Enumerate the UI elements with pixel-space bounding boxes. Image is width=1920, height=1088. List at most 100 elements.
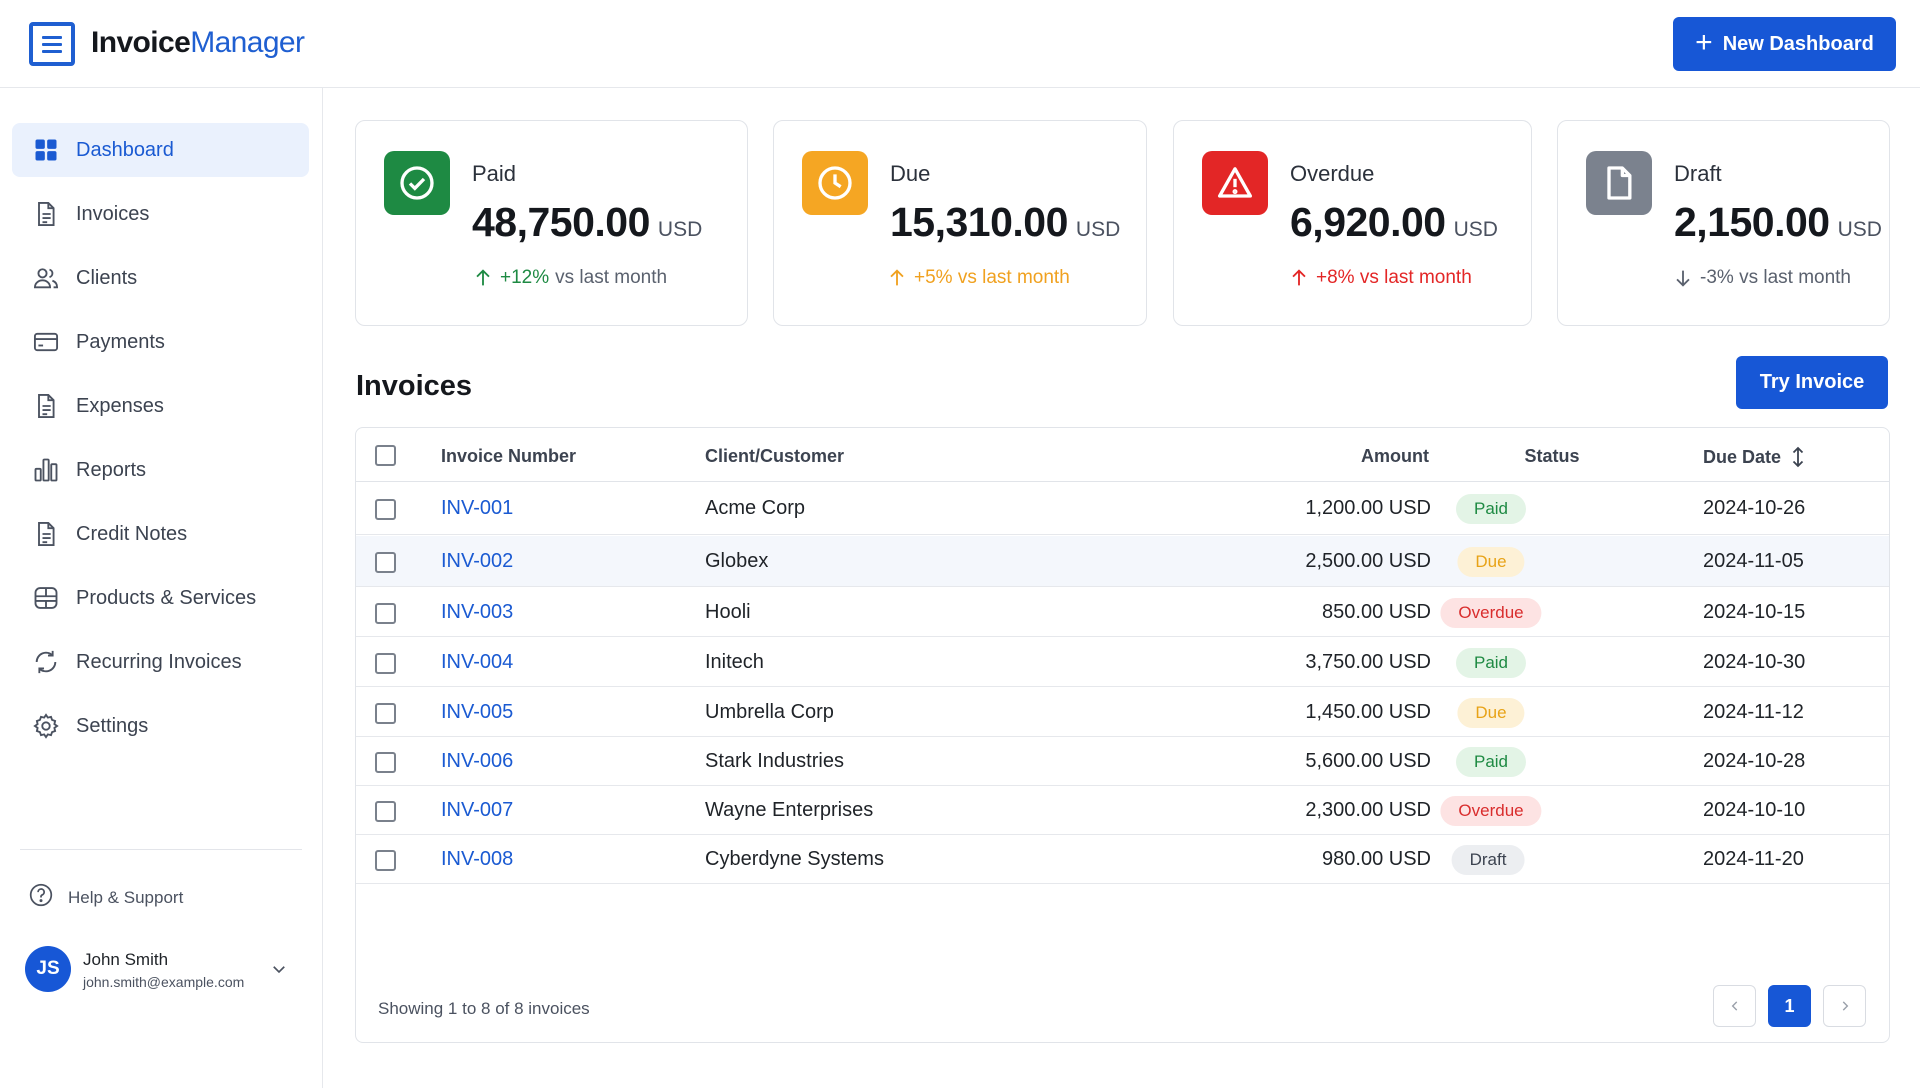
sidebar-item-label: Clients xyxy=(76,266,138,289)
stat-label: Paid xyxy=(472,161,517,186)
chevron-down-icon[interactable] xyxy=(270,960,288,978)
due-date: 2024-10-28 xyxy=(1703,750,1806,772)
client-name: Globex xyxy=(705,550,769,572)
invoices-section-title: Invoices xyxy=(356,370,473,402)
status-badge: Overdue xyxy=(1440,796,1542,826)
client-name: Hooli xyxy=(705,601,751,623)
row-checkbox[interactable] xyxy=(375,603,396,624)
row-checkbox[interactable] xyxy=(375,850,396,871)
sidebar-item-credit-notes[interactable]: Credit Notes xyxy=(12,507,309,561)
sidebar-item-label: Credit Notes xyxy=(76,522,188,545)
sidebar-item-settings[interactable]: Settings xyxy=(12,699,309,753)
invoices-table: Invoice Number Client/Customer Amount St… xyxy=(355,427,1890,1043)
select-all-checkbox[interactable] xyxy=(375,445,396,466)
page-button-current[interactable]: 1 xyxy=(1768,985,1811,1027)
status-badge: Due xyxy=(1457,547,1525,577)
stat-label: Due xyxy=(890,161,931,186)
invoice-number-link[interactable]: INV-008 xyxy=(441,848,514,870)
sidebar-item-label: Invoices xyxy=(76,202,150,225)
table-row[interactable]: INV-001 Acme Corp 1,200.00 USD Paid 2024-10-… xyxy=(356,482,1889,535)
table-row[interactable]: INV-006 Stark Industries 5,600.00 USD Paid 2… xyxy=(356,737,1889,786)
try-invoice-button[interactable]: Try Invoice xyxy=(1736,356,1888,409)
table-row[interactable]: INV-003 Hooli 850.00 USD Overdue 2024-10-15 xyxy=(356,588,1889,637)
row-checkbox[interactable] xyxy=(375,653,396,674)
table-row[interactable]: INV-005 Umbrella Corp 1,450.00 USD Due 2024-… xyxy=(356,688,1889,737)
new-dashboard-label: New Dashboard xyxy=(1722,32,1874,55)
avatar: JS xyxy=(25,946,71,992)
client-name: Acme Corp xyxy=(705,497,806,519)
stat-trend: +12% vs last month xyxy=(472,267,667,289)
table-header: Invoice Number Client/Customer Amount St… xyxy=(356,428,1889,482)
column-client[interactable]: Client/Customer xyxy=(705,446,845,466)
stat-value: 6,920.00 USD xyxy=(1290,199,1498,245)
invoice-logo-icon xyxy=(29,22,75,66)
sidebar-item-reports[interactable]: Reports xyxy=(12,443,309,497)
invoice-number-link[interactable]: INV-005 xyxy=(441,701,514,723)
bar-chart-icon xyxy=(32,456,60,484)
sidebar-item-label: Dashboard xyxy=(76,138,174,161)
prev-page-button[interactable] xyxy=(1713,985,1756,1027)
table-row[interactable]: INV-007 Wayne Enterprises 2,300.00 USD Over… xyxy=(356,786,1889,835)
invoice-number-link[interactable]: INV-007 xyxy=(441,799,514,821)
user-menu[interactable]: JS John Smith john.smith@example.com xyxy=(25,944,300,1000)
invoice-amount: 980.00 USD xyxy=(1322,848,1431,870)
sidebar-item-clients[interactable]: Clients xyxy=(12,251,309,305)
table-row[interactable]: INV-002 Globex 2,500.00 USD Due 2024-11-05 xyxy=(356,536,1889,587)
sort-icon[interactable] xyxy=(1791,446,1805,468)
client-name: Stark Industries xyxy=(705,750,844,772)
status-badge: Paid xyxy=(1455,747,1527,777)
invoice-number-link[interactable]: INV-002 xyxy=(441,550,514,572)
row-checkbox[interactable] xyxy=(375,801,396,822)
next-page-button[interactable] xyxy=(1823,985,1866,1027)
stat-label: Draft xyxy=(1674,161,1722,186)
table-row[interactable]: INV-008 Cyberdyne Systems 980.00 USD Draft 2… xyxy=(356,835,1889,884)
box-icon xyxy=(32,584,60,612)
stat-trend: +5% vs last month xyxy=(886,267,1070,289)
new-dashboard-button[interactable]: + New Dashboard xyxy=(1673,17,1896,71)
clients-icon xyxy=(32,264,60,292)
due-date: 2024-11-05 xyxy=(1703,550,1804,572)
invoice-number-link[interactable]: INV-006 xyxy=(441,750,514,772)
column-due-date[interactable]: Due Date xyxy=(1703,446,1805,468)
sidebar-item-invoices[interactable]: Invoices xyxy=(12,187,309,241)
invoice-number-link[interactable]: INV-004 xyxy=(441,651,514,673)
invoice-number-link[interactable]: INV-003 xyxy=(441,601,514,623)
column-invoice-number[interactable]: Invoice Number xyxy=(441,446,577,466)
stat-label: Overdue xyxy=(1290,161,1375,186)
due-date: 2024-10-15 xyxy=(1703,601,1806,623)
row-checkbox[interactable] xyxy=(375,499,396,520)
row-checkbox[interactable] xyxy=(375,752,396,773)
due-date: 2024-10-26 xyxy=(1703,497,1806,519)
invoice-number-link[interactable]: INV-001 xyxy=(441,497,514,519)
row-checkbox[interactable] xyxy=(375,552,396,573)
document-icon xyxy=(32,520,60,548)
column-status[interactable]: Status xyxy=(1524,446,1580,466)
sidebar-item-payments[interactable]: Payments xyxy=(12,315,309,369)
help-icon xyxy=(28,882,54,913)
stat-value: 2,150.00 USD xyxy=(1674,199,1882,245)
sidebar-item-label: Expenses xyxy=(76,394,164,417)
sidebar-item-expenses[interactable]: Expenses xyxy=(12,379,309,433)
help-label: Help & Support xyxy=(68,887,184,907)
row-checkbox[interactable] xyxy=(375,703,396,724)
due-date: 2024-10-10 xyxy=(1703,799,1806,821)
sidebar-item-label: Recurring Invoices xyxy=(76,650,242,673)
dashboard-icon xyxy=(32,136,60,164)
clock-icon xyxy=(802,151,868,215)
sidebar-item-recurring-invoices[interactable]: Recurring Invoices xyxy=(12,635,309,689)
due-date: 2024-11-12 xyxy=(1703,701,1804,723)
stat-value: 15,310.00 USD xyxy=(890,199,1121,245)
top-header: InvoiceManager + New Dashboard xyxy=(0,0,1920,88)
plus-icon: + xyxy=(1695,25,1713,59)
table-row[interactable]: INV-004 Initech 3,750.00 USD Paid 2024-10-30 xyxy=(356,638,1889,687)
client-name: Cyberdyne Systems xyxy=(705,848,884,870)
sidebar-item-products-services[interactable]: Products & Services xyxy=(12,571,309,625)
help-support-link[interactable]: Help & Support xyxy=(28,882,183,913)
client-name: Wayne Enterprises xyxy=(705,799,874,821)
stat-value: 48,750.00 USD xyxy=(472,199,703,245)
stat-card-overdue: Overdue 6,920.00 USD +8% vs last month xyxy=(1173,120,1532,326)
sidebar-item-dashboard[interactable]: Dashboard xyxy=(12,123,309,177)
column-amount[interactable]: Amount xyxy=(1361,446,1429,466)
arrow-up-icon xyxy=(476,269,490,286)
brand-part-1: Invoice xyxy=(91,26,191,59)
